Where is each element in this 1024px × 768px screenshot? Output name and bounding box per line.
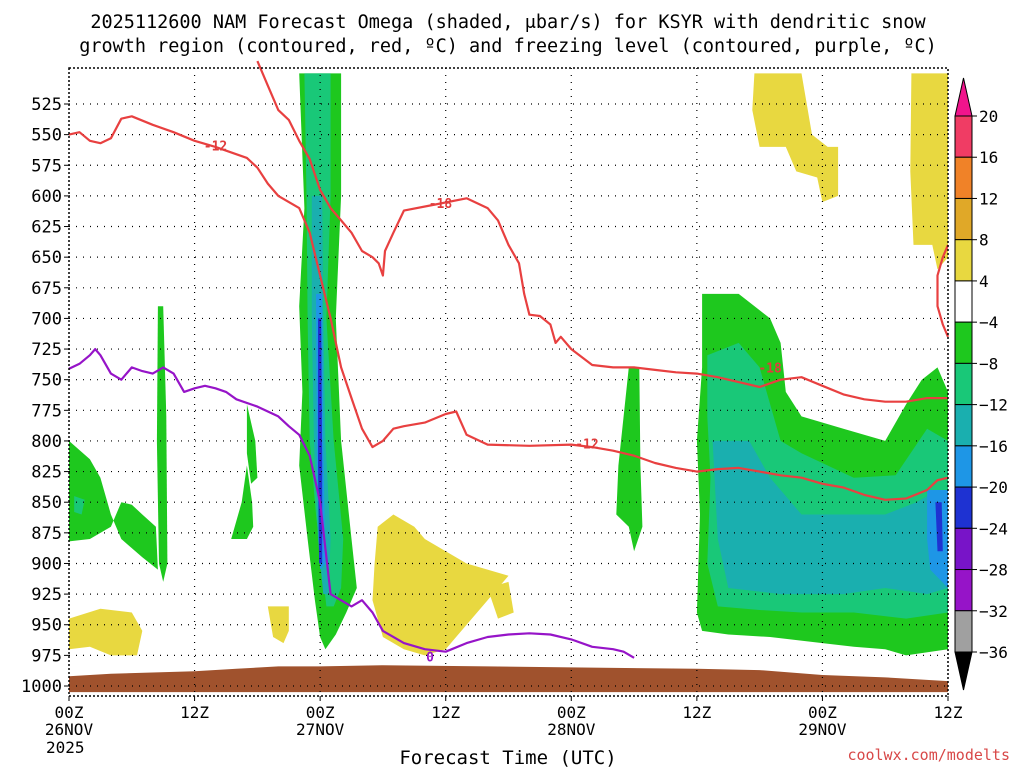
y-tick-label-875: 875 bbox=[31, 524, 62, 544]
colorbar-label-6: −8 bbox=[979, 354, 998, 373]
x-tick-date-0: 26NOV bbox=[45, 720, 94, 739]
contour-label-0: -12 bbox=[204, 140, 227, 155]
y-tick-label-775: 775 bbox=[31, 401, 62, 421]
contour-label-2: -18 bbox=[758, 361, 782, 376]
colorbar-label-2: 12 bbox=[979, 189, 998, 208]
x-tick-label-0: 00Z bbox=[55, 703, 84, 722]
colorbar-segment-2 bbox=[954, 197, 973, 241]
y-tick-label-525: 525 bbox=[31, 95, 62, 115]
x-tick-label-84: 12Z bbox=[934, 703, 963, 722]
shading-region-0 bbox=[69, 665, 948, 693]
contour-labels: -12 -18 -18 -12 0 bbox=[204, 140, 782, 666]
colorbar: 20 16 12 8 4 −4 −8 −12 −16 −20 −24 −28 −32 −36 bbox=[954, 77, 1008, 691]
y-tick-label-925: 925 bbox=[31, 585, 62, 605]
colorbar-label-12: −32 bbox=[979, 602, 1008, 621]
y-axis: 525 550 575 600 625 650 675 700 725 750 775 800 825 8… bbox=[21, 95, 69, 697]
colorbar-label-1: 16 bbox=[979, 148, 998, 167]
y-tick-label-600: 600 bbox=[31, 187, 62, 207]
colorbar-label-7: −12 bbox=[979, 396, 1008, 415]
shading-region-14 bbox=[712, 440, 948, 595]
y-tick-label-850: 850 bbox=[31, 493, 62, 513]
contour-line-1 bbox=[256, 60, 948, 403]
contour-line-0 bbox=[68, 115, 949, 501]
omega-shading bbox=[69, 73, 948, 693]
y-tick-label-700: 700 bbox=[31, 309, 62, 329]
y-tick-label-975: 975 bbox=[31, 646, 62, 666]
x-axis-label: Forecast Time (UTC) bbox=[399, 747, 616, 768]
colorbar-label-8: −16 bbox=[979, 437, 1008, 456]
y-tick-label-900: 900 bbox=[31, 554, 62, 574]
shading-region-11 bbox=[616, 367, 643, 552]
colorbar-segment-8 bbox=[954, 445, 973, 488]
chart-title-line1: 2025112600 NAM Forecast Omega (shaded, μ… bbox=[90, 12, 926, 33]
colorbar-segment-12 bbox=[954, 610, 973, 653]
colorbar-segment-7 bbox=[954, 404, 973, 447]
shading-region-8 bbox=[156, 306, 168, 582]
colorbar-bottom-arrow bbox=[954, 651, 973, 691]
colorbar-segment-4 bbox=[954, 280, 973, 323]
shading-region-19 bbox=[69, 608, 143, 656]
shading-region-22 bbox=[910, 73, 948, 270]
shading-region-18 bbox=[487, 581, 514, 619]
y-tick-label-800: 800 bbox=[31, 432, 62, 452]
x-tick-label-48: 00Z bbox=[557, 703, 586, 722]
x-tick-date-48: 28NOV bbox=[547, 720, 596, 739]
contour-label-4: 0 bbox=[426, 651, 434, 666]
y-tick-label-575: 575 bbox=[31, 156, 62, 176]
x-tick-date-24: 27NOV bbox=[296, 720, 345, 739]
colorbar-label-10: −24 bbox=[979, 519, 1008, 538]
colorbar-segment-0 bbox=[954, 115, 973, 158]
y-tick-label-950: 950 bbox=[31, 616, 62, 636]
contour-lines bbox=[68, 60, 950, 659]
colorbar-segment-10 bbox=[954, 527, 973, 571]
colorbar-label-4: 4 bbox=[979, 272, 989, 291]
x-tick-label-72: 00Z bbox=[808, 703, 837, 722]
colorbar-label-11: −28 bbox=[979, 561, 1008, 580]
colorbar-segment-11 bbox=[954, 569, 973, 612]
colorbar-label-3: 8 bbox=[979, 231, 989, 250]
colorbar-label-9: −20 bbox=[979, 478, 1008, 497]
contour-line-2 bbox=[936, 244, 950, 338]
x-tick-year-0: 2025 bbox=[46, 738, 85, 757]
shading-region-9 bbox=[231, 465, 254, 539]
colorbar-label-13: −36 bbox=[979, 643, 1008, 662]
plot-frame bbox=[68, 67, 949, 697]
shading-region-21 bbox=[752, 73, 839, 203]
y-tick-label-675: 675 bbox=[31, 279, 62, 299]
shading-region-7 bbox=[74, 496, 85, 515]
contour-line-3 bbox=[68, 348, 635, 659]
colorbar-segment-6 bbox=[954, 362, 973, 406]
colorbar-top-arrow bbox=[954, 77, 973, 117]
colorbar-segment-5 bbox=[954, 321, 973, 364]
shading-region-17 bbox=[372, 514, 509, 656]
shading-region-20 bbox=[267, 606, 289, 644]
y-tick-label-650: 650 bbox=[31, 248, 62, 268]
x-tick-date-72: 29NOV bbox=[798, 720, 847, 739]
x-tick-label-60: 12Z bbox=[682, 703, 711, 722]
x-tick-label-24: 00Z bbox=[306, 703, 335, 722]
x-tick-label-12: 12Z bbox=[180, 703, 209, 722]
y-tick-label-1000: 1000 bbox=[21, 677, 62, 697]
shading-region-16 bbox=[935, 502, 943, 552]
colorbar-segment-3 bbox=[954, 239, 973, 282]
y-tick-label-825: 825 bbox=[31, 463, 62, 483]
colorbar-segment-1 bbox=[954, 156, 973, 199]
y-tick-label-750: 750 bbox=[31, 371, 62, 391]
shading-region-6 bbox=[69, 440, 158, 570]
y-tick-label-550: 550 bbox=[31, 126, 62, 146]
watermark: coolwx.com/modelts bbox=[847, 746, 1010, 764]
y-tick-label-725: 725 bbox=[31, 340, 62, 360]
shading-region-10 bbox=[246, 404, 258, 484]
y-tick-label-625: 625 bbox=[31, 218, 62, 238]
chart-title-line2: growth region (contoured, red, ºC) and f… bbox=[79, 36, 937, 57]
colorbar-label-0: 20 bbox=[979, 107, 998, 126]
contour-label-1: -18 bbox=[429, 197, 453, 212]
contour-label-3: -12 bbox=[575, 437, 598, 452]
colorbar-segment-9 bbox=[954, 486, 973, 529]
x-tick-label-36: 12Z bbox=[431, 703, 460, 722]
colorbar-label-5: −4 bbox=[979, 313, 998, 332]
